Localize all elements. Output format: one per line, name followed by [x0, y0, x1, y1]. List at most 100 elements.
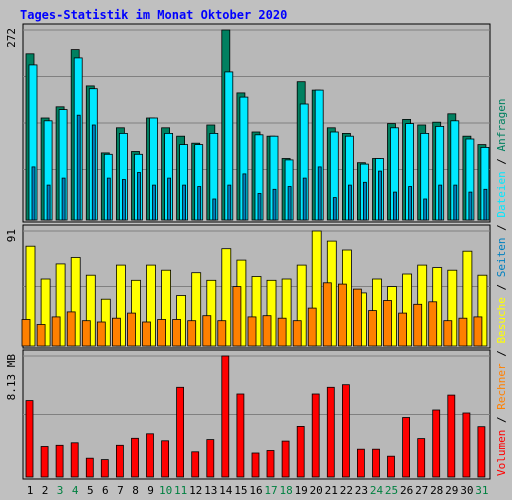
- bar-rechner-day-30: [458, 317, 468, 347]
- bar-volumen-day-9: [146, 433, 154, 478]
- bar-rechner-day-20: [307, 307, 317, 347]
- bar-rechner-day-10: [157, 319, 167, 347]
- bar-besuche-day-17: [266, 279, 277, 347]
- bar-rechner-day-31: [473, 316, 483, 347]
- x-tick-label: 28: [430, 484, 443, 497]
- bar-besuche-day-10: [161, 269, 172, 347]
- bar-seiten-day-30: [468, 191, 473, 221]
- bar-volumen-day-10: [161, 440, 170, 478]
- x-tick-label: 30: [460, 484, 473, 497]
- bar-rechner-day-24: [368, 310, 377, 347]
- bar-seiten-day-23: [362, 181, 367, 221]
- bar-rechner-day-2: [36, 324, 46, 347]
- bar-seiten-day-18: [287, 186, 292, 221]
- bar-seiten-day-2: [46, 184, 51, 221]
- bar-volumen-day-20: [311, 393, 320, 478]
- bar-seiten-day-31: [483, 188, 488, 221]
- x-tick-label: 31: [475, 484, 488, 497]
- bar-rechner-day-4: [66, 311, 76, 347]
- x-tick-label: 19: [295, 484, 308, 497]
- bar-rechner-day-18: [277, 317, 287, 347]
- bar-rechner-day-27: [413, 303, 423, 347]
- legend-segment: /: [495, 218, 508, 238]
- bar-besuche-day-4: [70, 257, 81, 347]
- bar-besuche-day-12: [191, 272, 202, 347]
- bar-volumen-day-11: [176, 386, 185, 478]
- x-tick-label: 8: [132, 484, 139, 497]
- bar-rechner-day-6: [96, 321, 106, 347]
- bar-besuche-day-26: [402, 273, 413, 347]
- bar-seiten-day-9: [152, 184, 156, 221]
- bar-volumen-day-26: [402, 417, 411, 478]
- bar-seiten-day-21: [332, 197, 337, 221]
- scale-label: 8.13 MB: [5, 354, 18, 401]
- x-tick-label: 17: [264, 484, 277, 497]
- bar-rechner-day-17: [262, 315, 272, 347]
- bar-rechner-day-1: [21, 319, 31, 347]
- series-legend: Volumen / Rechner / Besuche / Seiten / D…: [495, 98, 508, 476]
- bar-seiten-day-3: [61, 177, 66, 221]
- bar-rechner-day-5: [81, 320, 91, 347]
- x-tick-label: 14: [219, 484, 233, 497]
- x-tick-label: 2: [42, 484, 49, 497]
- x-tick-label: 9: [147, 484, 154, 497]
- chart-title: Tages-Statistik im Monat Oktober 2020: [20, 8, 287, 22]
- x-tick-label: 21: [325, 484, 338, 497]
- bar-volumen-day-8: [131, 437, 139, 478]
- bar-volumen-day-12: [191, 451, 200, 478]
- bar-seiten-day-20: [317, 166, 322, 221]
- bar-rechner-day-16: [247, 316, 257, 347]
- bar-rechner-day-21: [322, 282, 332, 347]
- bar-seiten-day-14: [227, 184, 232, 221]
- bar-volumen-day-1: [25, 400, 34, 478]
- bar-volumen-day-7: [116, 444, 124, 478]
- bar-seiten-day-19: [302, 177, 307, 221]
- bar-rechner-day-25: [383, 300, 392, 347]
- legend-segment: Volumen: [495, 430, 508, 476]
- legend-segment: /: [495, 277, 508, 297]
- bar-volumen-day-2: [40, 446, 49, 478]
- bar-seiten-day-27: [423, 198, 428, 221]
- bar-besuche-day-14: [221, 248, 232, 347]
- bar-seiten-day-1: [31, 166, 36, 221]
- bar-seiten-day-26: [408, 186, 413, 221]
- legend-segment: Anfragen: [495, 98, 508, 151]
- bar-volumen-day-28: [432, 409, 441, 478]
- bar-besuche-day-1: [25, 245, 36, 347]
- bar-seiten-day-17: [272, 188, 277, 221]
- bar-besuche-day-20: [311, 230, 322, 347]
- bar-seiten-day-10: [167, 177, 172, 221]
- x-tick-label: 1: [27, 484, 34, 497]
- bar-volumen-day-13: [206, 439, 215, 478]
- bar-volumen-day-22: [341, 384, 350, 478]
- legend-segment: Dateien: [495, 171, 508, 217]
- bar-besuche-day-9: [146, 264, 156, 347]
- bar-volumen-day-31: [477, 426, 486, 478]
- bar-volumen-day-19: [296, 425, 305, 478]
- bar-seiten-day-6: [106, 177, 111, 221]
- bar-seiten-day-16: [257, 193, 262, 221]
- bar-besuche-day-5: [85, 274, 96, 347]
- bar-rechner-day-15: [232, 286, 242, 347]
- bar-besuche-day-19: [296, 264, 307, 347]
- bar-seiten-day-7: [122, 179, 126, 221]
- x-tick-label: 16: [249, 484, 262, 497]
- bar-rechner-day-13: [202, 315, 212, 347]
- legend-segment: Seiten: [495, 238, 508, 278]
- x-tick-label: 24: [370, 484, 384, 497]
- bar-seiten-day-4: [76, 114, 81, 221]
- bar-volumen-day-21: [326, 386, 335, 478]
- x-tick-label: 11: [174, 484, 187, 497]
- bar-volumen-day-30: [462, 412, 471, 478]
- bar-seiten-day-5: [91, 124, 96, 221]
- bar-besuche-day-3: [55, 263, 66, 347]
- legend-segment: /: [495, 344, 508, 364]
- x-tick-label: 29: [445, 484, 458, 497]
- x-tick-label: 26: [400, 484, 413, 497]
- bar-rechner-day-14: [217, 320, 227, 347]
- bar-volumen-day-14: [221, 355, 230, 478]
- x-tick-label: 13: [204, 484, 217, 497]
- x-tick-label: 12: [189, 484, 202, 497]
